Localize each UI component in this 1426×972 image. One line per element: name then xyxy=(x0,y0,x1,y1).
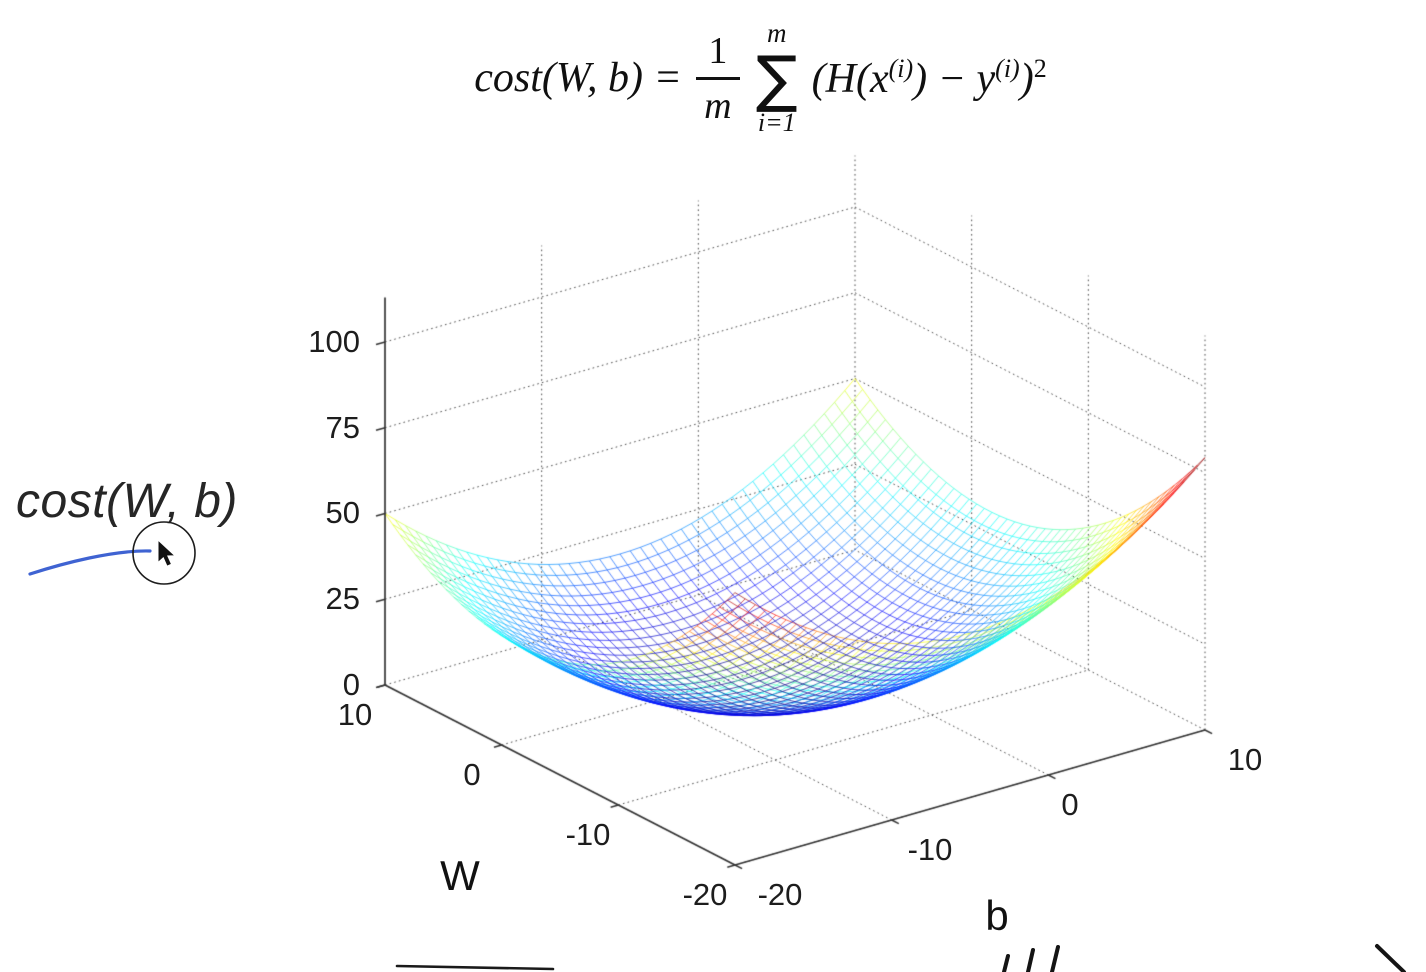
b-tick-m10: -10 xyxy=(907,832,953,867)
fraction-denominator: m xyxy=(704,84,732,127)
w-tick-m20: -20 xyxy=(682,877,728,912)
b-axis-label: b xyxy=(985,892,1009,939)
formula-fraction: 1 m xyxy=(695,29,740,128)
b-tick-m20: -20 xyxy=(757,877,803,912)
cost-formula: cost(W, b) = 1 m m ∑ i=1 (H(x(i)) − y(i)… xyxy=(0,18,1426,138)
formula-lhs: cost(W, b) = xyxy=(474,55,682,102)
b-tick-10: 10 xyxy=(1227,742,1263,777)
z-tick-75: 75 xyxy=(325,410,360,445)
formula-body: (H(x(i)) − y(i))2 xyxy=(812,54,1047,103)
summation-lower-limit: i=1 xyxy=(757,108,796,138)
w-tick-0: 0 xyxy=(463,757,481,792)
w-tick-10: 10 xyxy=(337,697,373,732)
formula-sup-1: (i) xyxy=(888,53,914,83)
w-axis-label: W xyxy=(440,852,480,899)
z-tick-50: 50 xyxy=(325,495,360,530)
formula-body-1: (H(x xyxy=(811,55,889,102)
summation-upper-limit: m xyxy=(767,18,787,48)
sigma-icon: ∑ xyxy=(755,42,798,115)
fraction-numerator: 1 xyxy=(708,29,728,72)
summation: m ∑ i=1 xyxy=(756,18,798,138)
formula-body-3: ) xyxy=(1019,55,1034,102)
cost-annotation: cost(W, b) xyxy=(16,475,238,528)
formula-sup-2: (i) xyxy=(995,53,1020,83)
b-label-backdrop xyxy=(912,886,1082,948)
z-tick-25: 25 xyxy=(325,581,360,616)
z-tick-0: 0 xyxy=(342,667,360,702)
w-tick-m10: -10 xyxy=(565,817,611,852)
b-tick-0: 0 xyxy=(1061,787,1079,822)
z-tick-100: 100 xyxy=(308,324,360,359)
formula-body-2: ) − y xyxy=(913,55,996,102)
fraction-bar xyxy=(695,76,740,80)
formula-sup-square: 2 xyxy=(1033,53,1047,83)
